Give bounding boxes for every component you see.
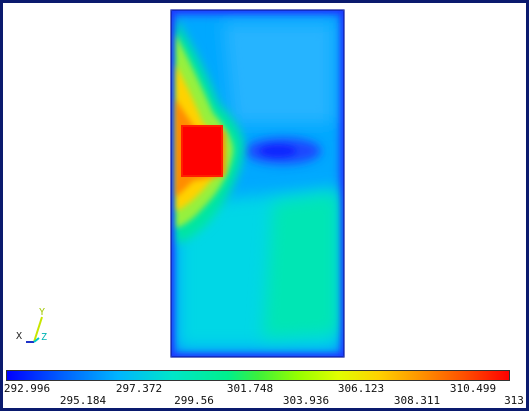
legend-label: 313: [504, 394, 524, 407]
colorbar: [6, 370, 510, 381]
legend-label: 299.56: [174, 394, 214, 407]
y-axis-label: Y: [39, 307, 45, 318]
window-frame-top: [0, 0, 529, 3]
z-axis-line: [33, 337, 40, 343]
temperature-contour-plot: [170, 9, 345, 358]
legend-label: 297.372: [115, 382, 163, 395]
legend-label: 310.499: [449, 382, 497, 395]
legend-label: 306.123: [337, 382, 385, 395]
y-axis-line: [33, 316, 43, 343]
color-legend: 292.996 297.372 301.748 306.123 310.499 …: [0, 365, 529, 411]
axis-triad: Y X Z: [16, 307, 47, 343]
contour-domain: [171, 10, 344, 357]
legend-label: 301.748: [226, 382, 274, 395]
graphics-viewport[interactable]: [3, 3, 526, 365]
window-frame-left: [0, 0, 3, 411]
window-frame-right: [526, 0, 529, 411]
domain-outline: [170, 9, 345, 358]
x-axis-label: X: [16, 331, 22, 342]
legend-label: 303.936: [282, 394, 330, 407]
window-frame-bottom: [0, 408, 529, 411]
legend-label: 308.311: [393, 394, 441, 407]
z-axis-label: Z: [41, 332, 47, 343]
legend-label: 292.996: [3, 382, 51, 395]
legend-label: 295.184: [59, 394, 107, 407]
